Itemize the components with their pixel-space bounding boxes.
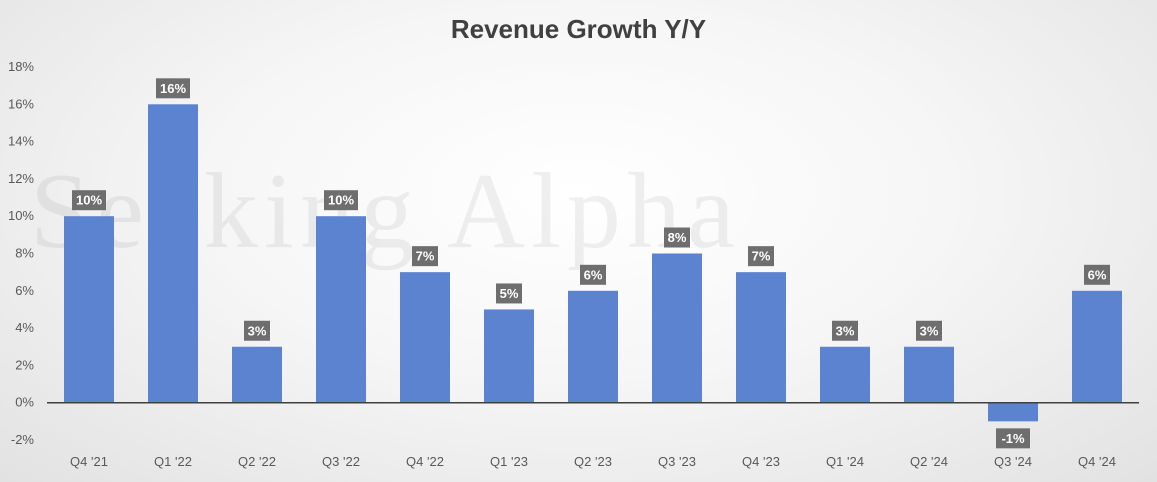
data-label-box	[832, 320, 858, 341]
data-label-box	[916, 320, 942, 341]
y-tick-label: 0%	[15, 395, 34, 410]
data-label: 7%	[752, 249, 771, 264]
x-tick-label: Q4 '22	[406, 454, 444, 469]
data-label: 6%	[1088, 267, 1107, 282]
data-label-box	[72, 190, 106, 211]
x-tick-label: Q4 '21	[70, 454, 108, 469]
chart-title: Revenue Growth Y/Y	[450, 14, 707, 44]
y-tick-label: 4%	[15, 320, 34, 335]
data-label-box	[996, 428, 1030, 449]
y-tick-label: 18%	[8, 59, 34, 74]
data-label-box	[580, 264, 606, 285]
data-label: 10%	[76, 193, 102, 208]
data-label-box	[244, 320, 270, 341]
x-tick-label: Q4 '23	[742, 454, 780, 469]
data-label: 6%	[584, 267, 603, 282]
data-label: 5%	[500, 286, 519, 301]
data-label: 16%	[160, 81, 186, 96]
x-tick-label: Q3 '22	[322, 454, 360, 469]
data-label-box	[496, 283, 522, 304]
data-label-box	[1084, 264, 1110, 285]
x-tick-label: Q2 '24	[910, 454, 948, 469]
data-label-box	[324, 190, 358, 211]
bar	[568, 290, 618, 403]
y-tick-label: -2%	[11, 432, 35, 447]
data-label: 3%	[920, 323, 939, 338]
x-tick-label: Q2 '22	[238, 454, 276, 469]
y-tick-label: 2%	[15, 357, 34, 372]
data-label: 7%	[416, 249, 435, 264]
data-label: -1%	[1001, 431, 1025, 446]
bar	[232, 346, 282, 403]
x-tick-label: Q4 '24	[1078, 454, 1116, 469]
bar	[484, 309, 534, 403]
data-label-box	[748, 246, 774, 267]
y-tick-label: 14%	[8, 134, 34, 149]
x-tick-label: Q3 '23	[658, 454, 696, 469]
bar	[988, 402, 1038, 422]
data-label: 8%	[668, 230, 687, 245]
bar	[64, 216, 114, 403]
bar	[652, 253, 702, 403]
data-label: 10%	[328, 193, 354, 208]
x-tick-label: Q3 '24	[994, 454, 1032, 469]
y-tick-label: 8%	[15, 246, 34, 261]
x-tick-label: Q1 '22	[154, 454, 192, 469]
bar	[736, 272, 786, 403]
bar	[400, 272, 450, 403]
data-label-box	[664, 227, 690, 248]
data-label: 3%	[836, 323, 855, 338]
data-label: 3%	[248, 323, 267, 338]
y-tick-label: 16%	[8, 96, 34, 111]
x-tick-label: Q1 '24	[826, 454, 864, 469]
x-tick-label: Q1 '23	[490, 454, 528, 469]
bar	[1072, 290, 1122, 403]
data-label-box	[156, 78, 190, 99]
bar	[148, 104, 198, 403]
x-tick-label: Q2 '23	[574, 454, 612, 469]
bar	[316, 216, 366, 403]
y-tick-label: 6%	[15, 283, 34, 298]
bar	[904, 346, 954, 403]
bar	[820, 346, 870, 403]
y-tick-label: 12%	[8, 171, 34, 186]
data-label-box	[412, 246, 438, 267]
y-tick-label: 10%	[8, 208, 34, 223]
